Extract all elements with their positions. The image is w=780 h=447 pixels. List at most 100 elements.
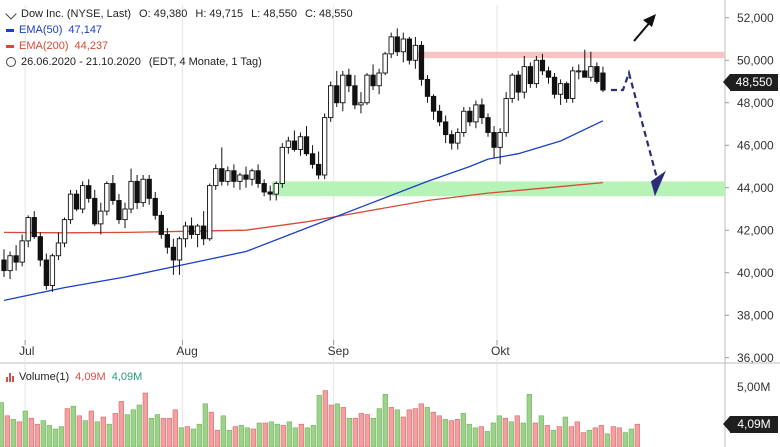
volume-bar [358,413,364,447]
volume-bar [262,422,268,447]
candle [533,59,540,85]
volume-bar [586,429,592,447]
candle [406,38,412,61]
candle [527,66,534,85]
candle [55,242,62,257]
candle [479,104,485,119]
candle [1,259,7,272]
volume-bar [616,427,622,447]
candle [303,136,310,155]
candle [418,44,425,80]
y-tick-label: 42,000 [737,223,774,237]
volume-bar [0,402,4,447]
candle [37,236,43,261]
volume-bar [28,417,34,447]
candle [364,74,370,104]
volume-bar [598,425,604,447]
candle [346,74,352,87]
volume-bar [34,423,40,447]
x-tick-label: Sep [328,344,350,358]
volume-bar [40,420,46,447]
close-value: C: 48,550 [304,8,353,20]
volume-bar [496,415,502,447]
candle [73,193,80,210]
ema50-swatch-icon [6,28,14,32]
candle [503,98,509,133]
ema50-legend[interactable]: EMA(50) 47,147 [6,22,353,38]
volume-bar [514,415,520,447]
volume-bar [634,423,640,447]
candle [231,170,237,182]
volume-label: Volume(1) [19,371,70,383]
x-tick-label: Aug [176,344,197,358]
volume-bar [112,413,118,447]
candle [557,83,564,95]
chart-legend: Dow Inc. (NYSE, Last) O: 49,380 H: 49,71… [5,6,353,70]
candle [545,70,552,78]
candle [98,210,104,225]
candle [497,132,503,148]
candle [158,214,164,235]
candle [370,74,376,87]
volume-tick-label: 5,00M [737,380,770,394]
last-volume-tag: 4,09M [723,416,778,433]
volume-bar [148,417,154,447]
candle [134,180,140,204]
volume-bar [82,420,88,447]
forecast-up-arrow [633,20,652,42]
volume-bar [592,427,598,447]
volume-bar [244,427,250,447]
low-value: L: 48,550 [251,8,297,20]
volume-bar [466,423,472,447]
candle [358,102,364,106]
y-tick-label: 50,000 [737,53,774,67]
y-tick-label: 38,000 [737,308,774,322]
volume-bar [556,426,562,447]
candle [328,85,334,119]
date-range-row: 26.06.2020 - 21.10.2020 (EDT, 4 Monate, … [6,54,353,70]
volume-bar [172,409,178,447]
candle [25,217,31,242]
volume-bar [220,415,226,447]
candle [146,178,152,199]
candle [176,238,183,261]
volume-bar [394,409,400,447]
candle [322,117,328,176]
ema200-line [3,181,603,234]
candle [219,168,225,182]
candle [267,191,273,195]
candle [237,174,243,182]
y-tick-label: 44,000 [737,181,774,195]
candle [309,153,316,165]
collapse-icon[interactable] [5,8,17,20]
volume-bar [430,411,436,447]
ema50-line [3,120,604,302]
candle [509,74,515,99]
ohlc-row: Dow Inc. (NYSE, Last) O: 49,380 H: 49,71… [5,6,353,22]
volume-bar [76,415,82,447]
volume-bar [472,427,478,447]
candle [291,140,298,150]
ema50-label: EMA(50) [19,24,63,36]
volume-bar [58,426,64,447]
volume-bar [154,414,160,447]
candle [539,59,546,72]
candle [128,180,134,210]
ema200-legend[interactable]: EMA(200) 44,237 [6,38,353,54]
volume-bar [622,432,628,447]
ema50-value: 47,147 [68,24,103,36]
candle [194,225,201,235]
volume-bar [238,425,244,447]
volume-bar [346,417,352,447]
candle [182,225,189,240]
volume-bar [100,416,106,447]
y-tick-label: 52,000 [737,11,774,25]
volume-bar [412,408,418,447]
volume-legend: Volume(1) 4,09M 4,09M [6,371,142,383]
volume-bar [424,407,430,447]
volume-bar [280,425,286,447]
candle [279,146,285,184]
volume-bar [52,428,58,447]
